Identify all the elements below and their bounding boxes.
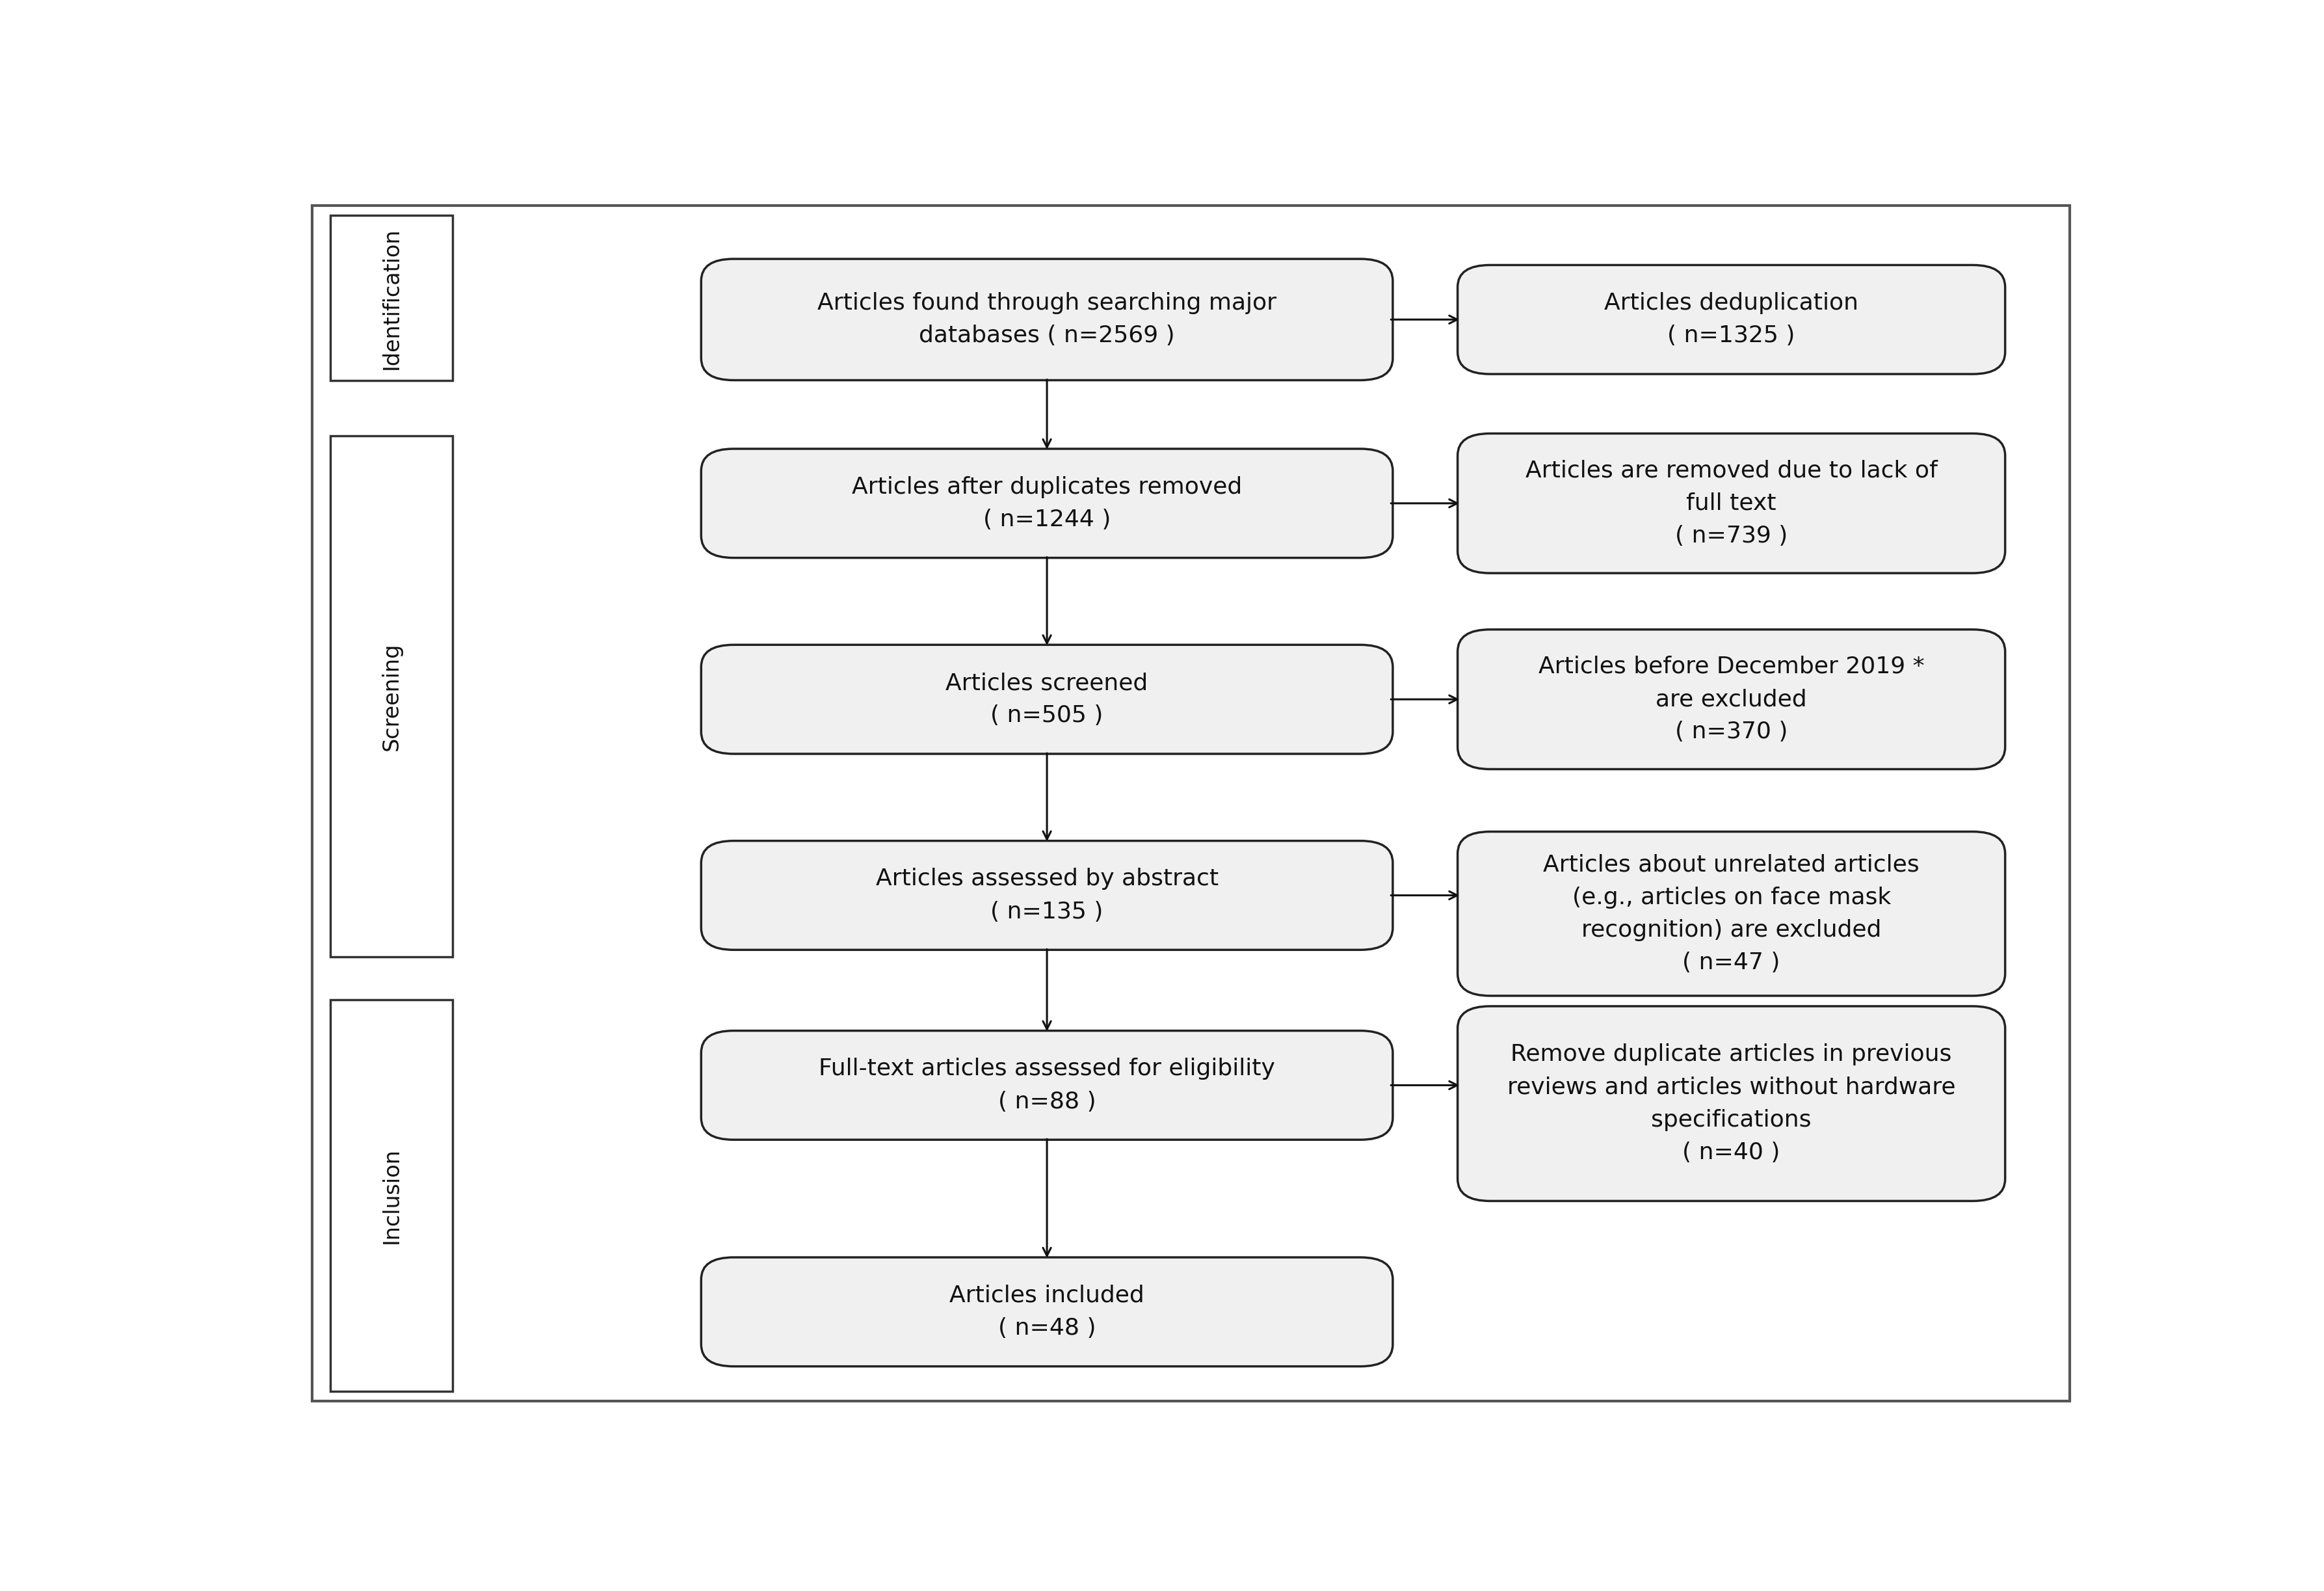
FancyBboxPatch shape bbox=[311, 205, 2071, 1402]
FancyBboxPatch shape bbox=[702, 259, 1392, 380]
Text: Screening: Screening bbox=[381, 643, 402, 751]
Text: Articles included
( n=48 ): Articles included ( n=48 ) bbox=[951, 1284, 1143, 1340]
FancyBboxPatch shape bbox=[702, 449, 1392, 558]
Text: Inclusion: Inclusion bbox=[381, 1147, 402, 1244]
FancyBboxPatch shape bbox=[702, 1031, 1392, 1139]
FancyBboxPatch shape bbox=[330, 999, 453, 1392]
FancyBboxPatch shape bbox=[330, 215, 453, 380]
Text: Articles before December 2019 *
are excluded
( n=370 ): Articles before December 2019 * are excl… bbox=[1538, 655, 1924, 743]
Text: Identification: Identification bbox=[381, 228, 402, 369]
Text: Full-text articles assessed for eligibility
( n=88 ): Full-text articles assessed for eligibil… bbox=[818, 1058, 1276, 1112]
FancyBboxPatch shape bbox=[1457, 266, 2006, 374]
FancyBboxPatch shape bbox=[330, 436, 453, 956]
Text: Articles about unrelated articles
(e.g., articles on face mask
recognition) are : Articles about unrelated articles (e.g.,… bbox=[1543, 854, 1920, 974]
Text: Articles screened
( n=505 ): Articles screened ( n=505 ) bbox=[946, 671, 1148, 727]
FancyBboxPatch shape bbox=[702, 840, 1392, 950]
FancyBboxPatch shape bbox=[1457, 832, 2006, 996]
FancyBboxPatch shape bbox=[702, 1257, 1392, 1367]
FancyBboxPatch shape bbox=[1457, 630, 2006, 768]
Text: Articles after duplicates removed
( n=1244 ): Articles after duplicates removed ( n=12… bbox=[853, 476, 1241, 531]
Text: Articles found through searching major
databases ( n=2569 ): Articles found through searching major d… bbox=[818, 293, 1276, 347]
FancyBboxPatch shape bbox=[702, 644, 1392, 754]
FancyBboxPatch shape bbox=[1457, 433, 2006, 573]
Text: Articles deduplication
( n=1325 ): Articles deduplication ( n=1325 ) bbox=[1604, 293, 1859, 347]
Text: Articles assessed by abstract
( n=135 ): Articles assessed by abstract ( n=135 ) bbox=[876, 869, 1218, 923]
FancyBboxPatch shape bbox=[1457, 1006, 2006, 1201]
Text: Remove duplicate articles in previous
reviews and articles without hardware
spec: Remove duplicate articles in previous re… bbox=[1508, 1044, 1954, 1163]
Text: Articles are removed due to lack of
full text
( n=739 ): Articles are removed due to lack of full… bbox=[1525, 460, 1938, 547]
